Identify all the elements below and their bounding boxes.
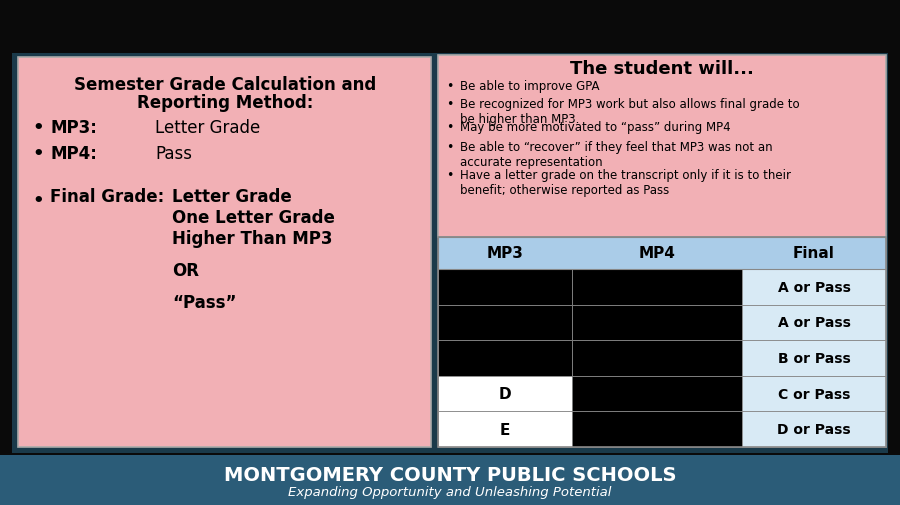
Text: Have a letter grade on the transcript only if it is to their
benefit; otherwise : Have a letter grade on the transcript on… [460,169,791,196]
Bar [12,54,888,453]
Text: Be able to “recover” if they feel that MP3 was not an
accurate representation: Be able to “recover” if they feel that M… [460,141,772,169]
Bar [0,455,900,505]
Bar [742,412,886,447]
Text: Letter Grade: Letter Grade [172,188,292,206]
Text: •: • [446,169,454,182]
Text: Pass: Pass [155,145,192,163]
Bar [438,56,886,237]
Text: A or Pass: A or Pass [778,316,850,330]
Text: •: • [32,119,43,137]
Text: B or Pass: B or Pass [778,351,850,365]
Text: •: • [446,98,454,111]
Text: Semester Grade Calculation and: Semester Grade Calculation and [74,76,376,94]
Text: E: E [500,422,510,437]
Text: Higher Than MP3: Higher Than MP3 [172,230,332,247]
Bar [742,376,886,412]
Bar [18,58,431,447]
Bar [572,412,742,447]
Text: MP3:: MP3: [50,119,97,137]
Text: •: • [32,145,43,163]
Bar [742,305,886,340]
Text: A or Pass: A or Pass [778,280,850,294]
Text: MP4:: MP4: [50,145,97,163]
Bar [438,412,572,447]
Bar [438,270,572,305]
Text: MP3: MP3 [487,246,524,261]
Text: Letter Grade: Letter Grade [155,119,260,137]
Bar [572,340,742,376]
Text: •: • [446,121,454,134]
Bar [438,237,886,270]
Text: “Pass”: “Pass” [172,293,237,312]
Bar [742,340,886,376]
Bar [438,305,572,340]
Text: MP4: MP4 [639,246,675,261]
Bar [572,270,742,305]
Bar [572,305,742,340]
Text: C or Pass: C or Pass [778,387,850,401]
Bar [438,237,886,270]
Text: •: • [446,80,454,93]
Text: D: D [499,386,511,401]
Text: Be recognized for MP3 work but also allows final grade to
be higher than MP3.: Be recognized for MP3 work but also allo… [460,98,799,126]
Bar [438,376,572,412]
Text: •: • [446,141,454,154]
Bar [572,376,742,412]
Text: The student will...: The student will... [570,60,754,78]
Text: Final Grade:: Final Grade: [50,188,164,206]
Bar [438,237,886,447]
Text: OR: OR [172,262,199,279]
Bar [742,270,886,305]
Text: MONTGOMERY COUNTY PUBLIC SCHOOLS: MONTGOMERY COUNTY PUBLIC SCHOOLS [224,466,676,484]
Text: Expanding Opportunity and Unleashing Potential: Expanding Opportunity and Unleashing Pot… [288,485,612,498]
Bar [438,340,572,376]
Text: D or Pass: D or Pass [778,422,850,436]
Text: Be able to improve GPA: Be able to improve GPA [460,80,599,93]
Text: One Letter Grade: One Letter Grade [172,209,335,227]
Text: Reporting Method:: Reporting Method: [137,94,313,112]
Text: Final: Final [793,246,835,261]
Text: May be more motivated to “pass” during MP4: May be more motivated to “pass” during M… [460,121,731,134]
Text: •: • [32,191,43,210]
